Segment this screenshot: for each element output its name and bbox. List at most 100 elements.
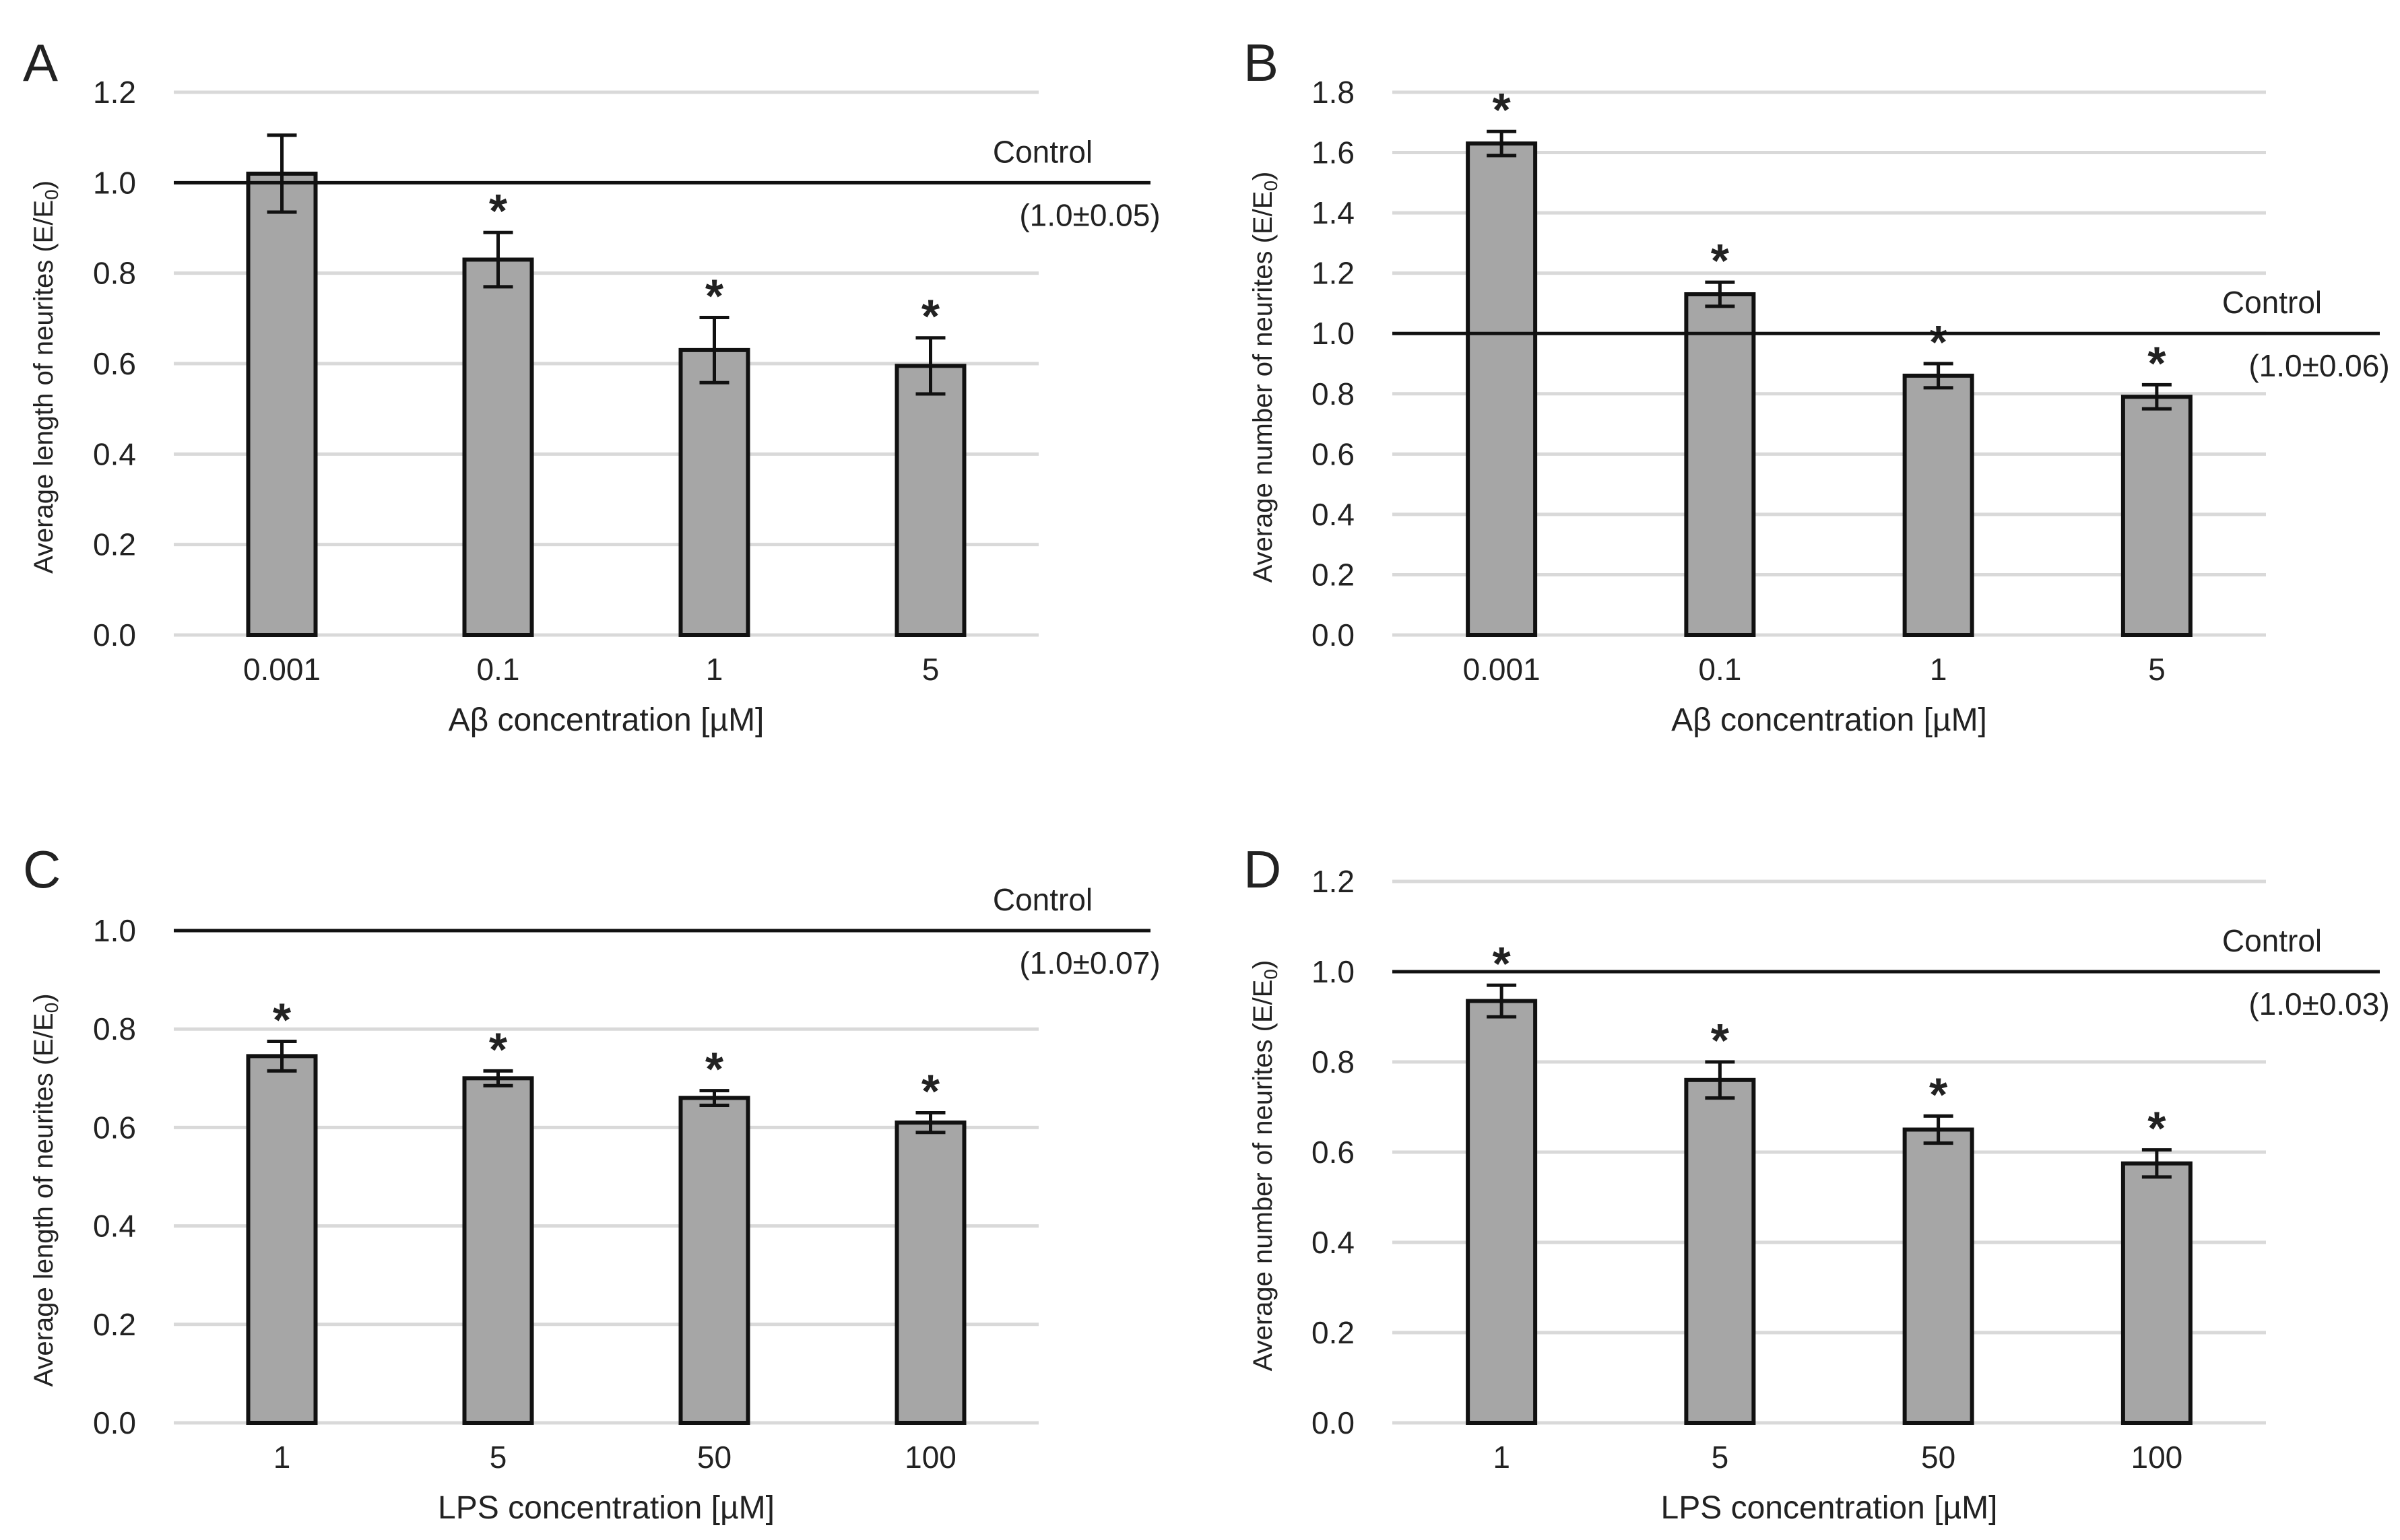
y-tick-label: 0.8 [1311, 376, 1355, 411]
y-tick-label: 0.8 [1311, 1044, 1355, 1079]
bar [462, 1076, 534, 1426]
y-tick-label: 0.0 [93, 1405, 136, 1440]
x-tick-label: 1 [706, 652, 723, 687]
y-axis-title-subscript: 0 [41, 189, 62, 200]
x-axis-title: LPS concentration [µM] [1661, 1490, 1998, 1526]
panel-letter: A [23, 33, 58, 92]
significance-marker: * [1493, 83, 1512, 136]
y-axis-title: Average number of neurites (E/E0) [1248, 172, 1281, 583]
y-tick-label: 1.0 [1311, 316, 1355, 351]
y-tick-label: 0.2 [93, 1307, 136, 1342]
significance-marker: * [705, 1043, 724, 1096]
control-label: Control [993, 882, 1093, 917]
panel-a: A 0.0 0.2 0.4 0.6 0.8 1.0 1.2 0.001 * 0.1 * 1 * 5 Contr… [23, 33, 1161, 738]
y-tick-label: 1.8 [1311, 75, 1355, 110]
x-tick-label: 0.001 [1463, 652, 1540, 687]
bar [678, 347, 750, 637]
y-tick-label: 1.0 [93, 913, 136, 948]
control-value: (1.0±0.05) [1019, 197, 1160, 232]
significance-marker: * [1493, 937, 1512, 990]
x-tick-label: 0.1 [477, 652, 520, 687]
bar [2120, 395, 2193, 637]
x-tick-label: 1 [273, 1440, 291, 1475]
x-tick-label: 0.001 [243, 652, 321, 687]
x-axis-title: Aβ concentration [µM] [449, 702, 765, 738]
y-tick-label: 1.2 [93, 75, 136, 110]
panel-letter: C [23, 840, 61, 899]
y-tick-label: 0.4 [1311, 497, 1355, 532]
bar [895, 364, 967, 637]
significance-marker: * [1711, 1014, 1730, 1067]
y-tick-label: 0.6 [1311, 436, 1355, 471]
y-axis-title-subscript: 0 [1260, 180, 1281, 191]
panel-d: D 0.0 0.2 0.4 0.6 0.8 1.0 1.2 * 1 * 5 * 50 * 100 Control… [1243, 840, 2390, 1526]
bar [1902, 1127, 1974, 1425]
significance-marker: * [489, 185, 508, 237]
y-tick-label: 0.0 [1311, 617, 1355, 652]
significance-marker: * [1929, 316, 1948, 368]
y-axis-title-end: ) [1248, 172, 1278, 180]
significance-marker: * [921, 290, 940, 343]
y-tick-label: 0.6 [93, 1110, 136, 1145]
x-tick-label: 1 [1930, 652, 1947, 687]
control-value: (1.0±0.03) [2248, 986, 2389, 1022]
x-tick-label: 5 [490, 1440, 507, 1475]
control-label: Control [2222, 923, 2322, 958]
bar [1466, 999, 1538, 1426]
y-tick-label: 0.8 [93, 256, 136, 291]
bar [2120, 1161, 2193, 1425]
bar [462, 257, 534, 637]
significance-marker: * [1929, 1068, 1948, 1120]
y-axis-title-end: ) [1248, 960, 1278, 969]
control-value: (1.0±0.06) [2248, 348, 2389, 383]
panel-c: C 0.0 0.2 0.4 0.6 0.8 1.0 * 1 * 5 * 50 * 100 Control (1.… [23, 840, 1161, 1526]
panel-letter: B [1243, 33, 1278, 92]
bar [246, 1054, 318, 1425]
y-tick-label: 1.2 [1311, 864, 1355, 899]
control-value: (1.0±0.07) [1019, 945, 1160, 980]
x-tick-label: 0.1 [1698, 652, 1741, 687]
y-tick-label: 0.0 [1311, 1405, 1355, 1440]
significance-marker: * [921, 1065, 940, 1117]
significance-marker: * [273, 993, 292, 1046]
y-axis-title: Average length of neurites (E/E0) [29, 993, 62, 1386]
y-axis-title: Average length of neurites (E/E0) [29, 180, 62, 574]
x-tick-label: 5 [2148, 652, 2166, 687]
y-tick-label: 0.6 [1311, 1135, 1355, 1170]
y-axis-title-end: ) [29, 180, 59, 189]
x-tick-label: 100 [2131, 1440, 2183, 1475]
y-axis-title-main: Average number of neurites (E/E [1248, 191, 1278, 583]
x-axis-title: LPS concentration [µM] [438, 1490, 775, 1526]
y-axis-title-subscript: 0 [1260, 969, 1281, 980]
panel-letter: D [1243, 840, 1281, 899]
significance-marker: * [2147, 337, 2166, 389]
significance-marker: * [489, 1023, 508, 1075]
y-axis-title-main: Average length of neurites (E/E [29, 1013, 59, 1386]
y-axis-title: Average number of neurites (E/E0) [1248, 960, 1281, 1372]
y-axis-title-end: ) [29, 993, 59, 1002]
control-label: Control [993, 134, 1093, 169]
x-tick-label: 50 [1921, 1440, 1955, 1475]
x-tick-label: 100 [905, 1440, 956, 1475]
y-tick-label: 0.8 [93, 1011, 136, 1046]
significance-marker: * [1711, 234, 1730, 287]
y-tick-label: 1.0 [93, 165, 136, 200]
y-tick-label: 0.4 [93, 1209, 136, 1244]
x-axis-title: Aβ concentration [µM] [1671, 702, 1987, 738]
significance-marker: * [2147, 1102, 2166, 1155]
bar [246, 171, 318, 637]
y-tick-label: 0.6 [93, 346, 136, 381]
significance-marker: * [705, 269, 724, 322]
control-label: Control [2222, 285, 2322, 320]
y-tick-label: 0.4 [1311, 1225, 1355, 1260]
y-tick-label: 0.4 [93, 436, 136, 471]
y-tick-label: 0.0 [93, 617, 136, 652]
y-tick-label: 0.2 [1311, 1315, 1355, 1350]
x-tick-label: 50 [697, 1440, 732, 1475]
bar [895, 1120, 967, 1425]
bar [1902, 373, 1974, 638]
panel-b: B 0.0 0.2 0.4 0.6 0.8 1.0 1.2 1.4 1.6 1.8 * 0.001 * 0.… [1243, 33, 2390, 738]
x-tick-label: 5 [922, 652, 940, 687]
y-tick-label: 1.6 [1311, 135, 1355, 170]
